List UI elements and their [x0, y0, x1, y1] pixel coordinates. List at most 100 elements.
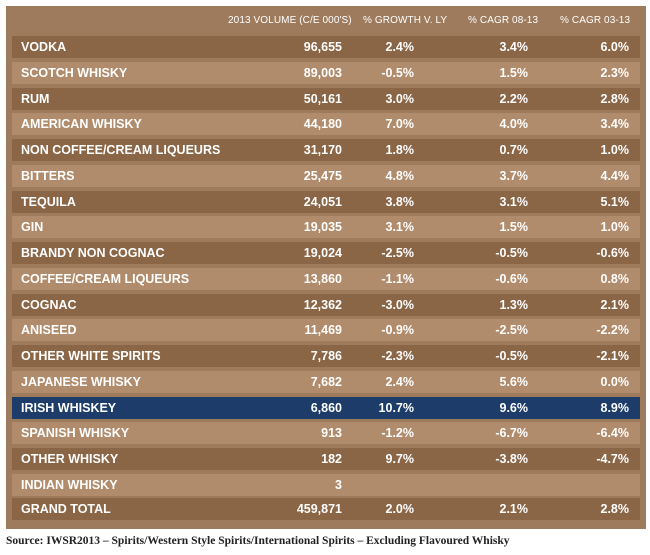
table-row: COFFEE/CREAM LIQUEURS 13,860 -1.1% -0.6% 0.8…: [12, 268, 640, 290]
cagr-03-13-value: 6.0%: [600, 40, 630, 54]
growth-value: 3.1%: [385, 220, 415, 234]
cagr-03-13-value: 0.8%: [600, 272, 630, 286]
volume-value: 31,170: [303, 143, 342, 157]
volume-value: 13,860: [303, 272, 342, 286]
cagr-08-13-value: -0.5%: [495, 246, 528, 260]
spirit-name: VODKA: [21, 40, 67, 54]
table-row: IRISH WHISKEY 6,860 10.7% 9.6% 8.9%: [12, 397, 640, 419]
spirit-name: GIN: [21, 220, 44, 234]
cagr-03-13-value: -6.4%: [596, 426, 629, 440]
table-row: RUM 50,161 3.0% 2.2% 2.8%: [12, 88, 640, 110]
cagr-08-13-value: 1.3%: [499, 298, 529, 312]
table-row: TEQUILA 24,051 3.8% 3.1% 5.1%: [12, 191, 640, 213]
volume-value: 3: [335, 478, 342, 492]
cagr-03-13-value: 5.1%: [600, 195, 630, 209]
spirit-name: SCOTCH WHISKY: [21, 66, 128, 80]
cagr-08-13-value: 3.7%: [499, 169, 529, 183]
table-row: NON COFFEE/CREAM LIQUEURS 31,170 1.8% 0.7% 1…: [12, 139, 640, 161]
table-row: INDIAN WHISKY 3: [12, 474, 640, 496]
table-row: ANISEED 11,469 -0.9% -2.5% -2.2%: [12, 319, 640, 341]
cagr-08-13-value: 0.7%: [499, 143, 529, 157]
volume-value: 50,161: [303, 92, 342, 106]
cagr-08-13-value: 2.1%: [499, 502, 529, 516]
volume-value: 7,682: [310, 375, 342, 389]
cagr-03-13-value: -2.1%: [596, 349, 629, 363]
growth-value: -1.1%: [381, 272, 414, 286]
spirit-name: IRISH WHISKEY: [21, 401, 117, 415]
header-cagr-08-13: % CAGR 08-13: [468, 15, 539, 26]
growth-value: -0.5%: [381, 66, 414, 80]
growth-value: -1.2%: [381, 426, 414, 440]
growth-value: 3.0%: [385, 92, 415, 106]
cagr-03-13-value: -0.6%: [596, 246, 629, 260]
growth-value: -0.9%: [381, 323, 414, 337]
volume-value: 182: [321, 452, 342, 466]
table-row: OTHER WHITE SPIRITS 7,786 -2.3% -0.5% -2.1%: [12, 345, 640, 367]
cagr-03-13-value: 2.1%: [600, 298, 630, 312]
spirit-name: JAPANESE WHISKY: [21, 375, 141, 389]
volume-value: 12,362: [303, 298, 342, 312]
growth-value: 4.8%: [385, 169, 415, 183]
volume-value: 7,786: [310, 349, 342, 363]
header-growth: % GROWTH V. LY: [363, 15, 448, 26]
cagr-08-13-value: -2.5%: [495, 323, 528, 337]
spirit-name: OTHER WHITE SPIRITS: [21, 349, 161, 363]
header-cagr-03-13: % CAGR 03-13: [560, 15, 631, 26]
table-row: JAPANESE WHISKY 7,682 2.4% 5.6% 0.0%: [12, 371, 640, 393]
source-note: Source: IWSR2013 – Spirits/Western Style…: [6, 535, 510, 547]
spirit-name: COFFEE/CREAM LIQUEURS: [21, 272, 190, 286]
spirit-name: SPANISH WHISKY: [21, 426, 130, 440]
header-volume: 2013 VOLUME (C/E 000'S): [228, 15, 352, 26]
table-row: SCOTCH WHISKY 89,003 -0.5% 1.5% 2.3%: [12, 62, 640, 84]
table-row: GIN 19,035 3.1% 1.5% 1.0%: [12, 216, 640, 238]
spirits-table: 2013 VOLUME (C/E 000'S) % GROWTH V. LY %…: [6, 6, 646, 529]
growth-value: 10.7%: [378, 401, 414, 415]
table-row: SPANISH WHISKY 913 -1.2% -6.7% -6.4%: [12, 422, 640, 444]
table-row: OTHER WHISKY 182 9.7% -3.8% -4.7%: [12, 448, 640, 470]
table-row: BRANDY NON COGNAC 19,024 -2.5% -0.5% -0.6%: [12, 242, 640, 264]
cagr-03-13-value: 2.8%: [600, 92, 630, 106]
volume-value: 89,003: [303, 66, 342, 80]
cagr-03-13-value: 2.8%: [600, 502, 630, 516]
spirit-name: OTHER WHISKY: [21, 452, 119, 466]
volume-value: 6,860: [310, 401, 342, 415]
growth-value: 7.0%: [385, 117, 415, 131]
cagr-08-13-value: 2.2%: [499, 92, 529, 106]
volume-value: 25,475: [303, 169, 342, 183]
cagr-03-13-value: 3.4%: [600, 117, 630, 131]
spirit-name: ANISEED: [21, 323, 77, 337]
table-header: 2013 VOLUME (C/E 000'S) % GROWTH V. LY %…: [6, 6, 646, 34]
spirit-name: TEQUILA: [21, 195, 76, 209]
spirit-name: AMERICAN WHISKY: [21, 117, 142, 131]
cagr-03-13-value: 4.4%: [600, 169, 630, 183]
cagr-03-13-value: -2.2%: [596, 323, 629, 337]
volume-value: 913: [321, 426, 342, 440]
spirit-name: COGNAC: [21, 298, 77, 312]
growth-value: 9.7%: [385, 452, 415, 466]
table-row: VODKA 96,655 2.4% 3.4% 6.0%: [12, 36, 640, 58]
spirit-name: INDIAN WHISKY: [21, 478, 118, 492]
spirit-name: RUM: [21, 92, 50, 106]
table-row: COGNAC 12,362 -3.0% 1.3% 2.1%: [12, 294, 640, 316]
cagr-03-13-value: 2.3%: [600, 66, 630, 80]
cagr-08-13-value: 3.4%: [499, 40, 529, 54]
growth-value: -2.5%: [381, 246, 414, 260]
table-row: AMERICAN WHISKY 44,180 7.0% 4.0% 3.4%: [12, 113, 640, 135]
table-row: BITTERS 25,475 4.8% 3.7% 4.4%: [12, 165, 640, 187]
volume-value: 11,469: [304, 323, 342, 337]
volume-value: 24,051: [303, 195, 342, 209]
cagr-08-13-value: 1.5%: [499, 220, 529, 234]
cagr-08-13-value: -6.7%: [495, 426, 528, 440]
volume-value: 96,655: [303, 40, 342, 54]
cagr-08-13-value: -3.8%: [495, 452, 528, 466]
spirit-name: BITTERS: [21, 169, 75, 183]
cagr-08-13-value: 9.6%: [499, 401, 529, 415]
cagr-08-13-value: -0.6%: [495, 272, 528, 286]
cagr-08-13-value: 5.6%: [499, 375, 529, 389]
cagr-03-13-value: 8.9%: [600, 401, 630, 415]
growth-value: 3.8%: [385, 195, 415, 209]
cagr-03-13-value: 0.0%: [600, 375, 630, 389]
spirit-name: GRAND TOTAL: [21, 502, 111, 516]
growth-value: -2.3%: [381, 349, 414, 363]
cagr-03-13-value: -4.7%: [596, 452, 629, 466]
